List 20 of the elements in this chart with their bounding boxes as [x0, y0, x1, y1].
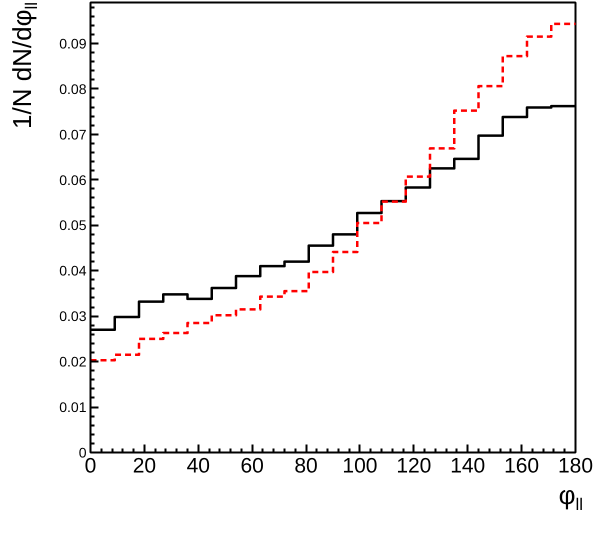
- x-tick-label: 80: [294, 454, 318, 478]
- y-tick-label: 0.02: [59, 354, 87, 370]
- y-tick-label: 0: [78, 444, 87, 460]
- y-tick-label: 0.09: [59, 35, 87, 52]
- x-tick-label: 120: [396, 454, 432, 478]
- y-tick-label: 0.07: [59, 126, 87, 142]
- x-axis-title: φ$_{ll}$: [558, 479, 583, 516]
- x-tick-label: 100: [342, 454, 378, 478]
- x-tick-label: 20: [132, 454, 156, 478]
- y-tick-label: 0.08: [59, 80, 87, 97]
- y-tick-label: 0.03: [59, 308, 87, 324]
- x-tick-label: 40: [186, 454, 210, 478]
- x-tick-label: 60: [240, 454, 264, 478]
- y-tick-label: 0.01: [59, 399, 87, 416]
- y-tick-label: 0.04: [59, 262, 87, 279]
- x-tick-label: 160: [504, 454, 540, 478]
- y-tick-label: 0.06: [59, 172, 87, 188]
- x-tick-label: 180: [558, 454, 594, 478]
- y-tick-label: 0.05: [59, 217, 87, 234]
- x-tick-label: 140: [450, 454, 486, 478]
